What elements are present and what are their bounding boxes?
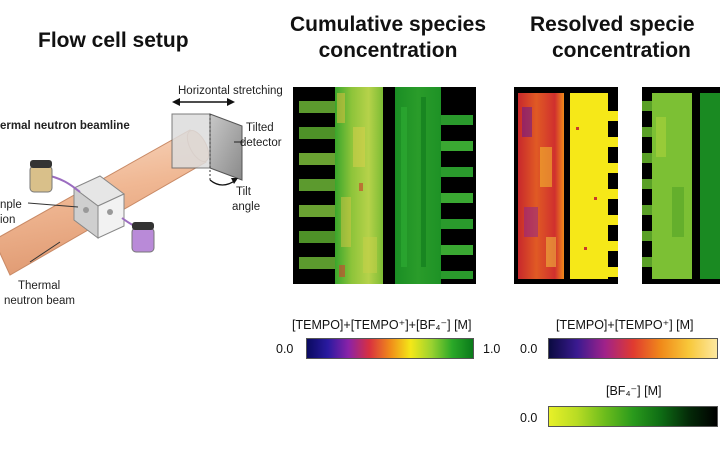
tilted-detector-label-2: detector <box>240 137 282 149</box>
tilted-detector-label-1: Tilted <box>246 122 274 134</box>
reservoir-left <box>29 160 53 193</box>
resolved-bf4-image <box>642 87 720 284</box>
tilted-detector <box>171 113 243 181</box>
resolved-tempo-map <box>514 87 618 284</box>
tilt-angle-arc <box>209 179 237 186</box>
tilt-angle-label-2: angle <box>232 201 261 213</box>
cumulative-concentration-image <box>293 87 476 284</box>
cumulative-colorbar <box>306 338 474 359</box>
bf4-colorbar <box>548 406 718 427</box>
bf4-colorbar-min: 0.0 <box>520 411 538 425</box>
sample-label-1: nple <box>0 199 22 211</box>
resolved-tempo-image <box>514 87 618 284</box>
cumulative-concentration-map <box>293 87 476 284</box>
flow-cell-block <box>73 175 125 239</box>
tempo-colorbar <box>548 338 718 359</box>
beamline-label: ermal neutron beamline <box>0 120 130 132</box>
sample-label-2: ion <box>0 214 16 226</box>
thermal-beam-label-2: neutron beam <box>4 295 75 307</box>
cumulative-colorbar-label: [TEMPO]+[TEMPO⁺]+[BF₄⁻] [M] <box>292 318 472 332</box>
resolved-title-line2: concentration <box>552 39 691 62</box>
stretching-arrow <box>172 98 235 106</box>
resolved-bf4-map <box>642 87 720 284</box>
tilt-angle-label-1: Tilt <box>236 186 251 198</box>
cumulative-title-line2: concentration <box>318 39 458 62</box>
flow-cell-illustration <box>0 98 244 276</box>
resolved-title-line1: Resolved specie <box>530 13 695 36</box>
cumulative-title-line1: Cumulative species <box>289 13 487 36</box>
setup-title: Flow cell setup <box>38 29 189 52</box>
tempo-colorbar-min: 0.0 <box>520 342 538 356</box>
cumulative-colorbar-max: 1.0 <box>483 342 501 356</box>
cumulative-colorbar-min: 0.0 <box>276 342 294 356</box>
resolved-title: Resolved specie concentration <box>530 12 720 64</box>
bf4-colorbar-label: [BF₄⁻] [M] <box>606 384 662 398</box>
tempo-colorbar-label: [TEMPO]+[TEMPO⁺] [M] <box>556 318 694 332</box>
reservoir-right <box>131 222 155 253</box>
horizontal-stretching-label: Horizontal stretching <box>178 85 283 97</box>
thermal-beam-label-1: Thermal <box>18 280 61 292</box>
cumulative-title: Cumulative species concentration <box>270 12 506 64</box>
